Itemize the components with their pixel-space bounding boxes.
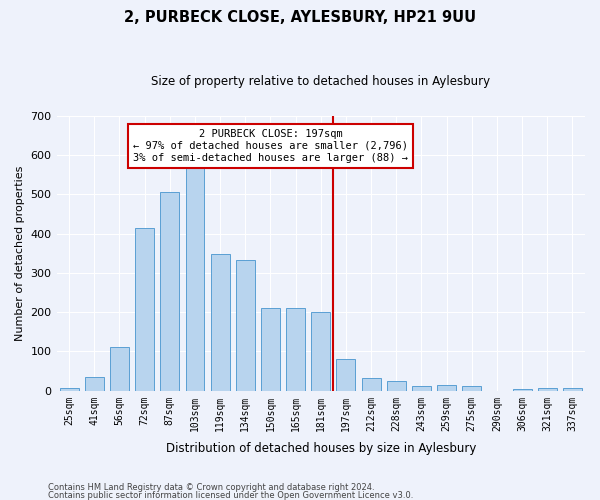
Bar xyxy=(387,381,406,391)
Bar xyxy=(110,346,129,391)
Bar xyxy=(463,386,481,391)
Text: Contains HM Land Registry data © Crown copyright and database right 2024.: Contains HM Land Registry data © Crown c… xyxy=(48,484,374,492)
Text: 2, PURBECK CLOSE, AYLESBURY, HP21 9UU: 2, PURBECK CLOSE, AYLESBURY, HP21 9UU xyxy=(124,10,476,25)
Bar xyxy=(362,378,380,391)
Bar xyxy=(261,308,280,391)
Title: Size of property relative to detached houses in Aylesbury: Size of property relative to detached ho… xyxy=(151,75,490,88)
Bar xyxy=(211,254,230,391)
Bar xyxy=(337,360,355,391)
Bar xyxy=(563,388,582,391)
Bar xyxy=(85,377,104,391)
Bar xyxy=(512,389,532,391)
Bar xyxy=(185,164,205,391)
Bar xyxy=(437,386,456,391)
Bar xyxy=(286,308,305,391)
Y-axis label: Number of detached properties: Number of detached properties xyxy=(15,166,25,341)
Text: 2 PURBECK CLOSE: 197sqm
← 97% of detached houses are smaller (2,796)
3% of semi-: 2 PURBECK CLOSE: 197sqm ← 97% of detache… xyxy=(133,130,408,162)
Bar xyxy=(135,228,154,391)
Bar xyxy=(311,312,330,391)
Text: Contains public sector information licensed under the Open Government Licence v3: Contains public sector information licen… xyxy=(48,490,413,500)
Bar xyxy=(538,388,557,391)
Bar xyxy=(160,192,179,391)
Bar xyxy=(412,386,431,391)
Bar xyxy=(59,388,79,391)
X-axis label: Distribution of detached houses by size in Aylesbury: Distribution of detached houses by size … xyxy=(166,442,476,455)
Bar xyxy=(236,260,255,391)
